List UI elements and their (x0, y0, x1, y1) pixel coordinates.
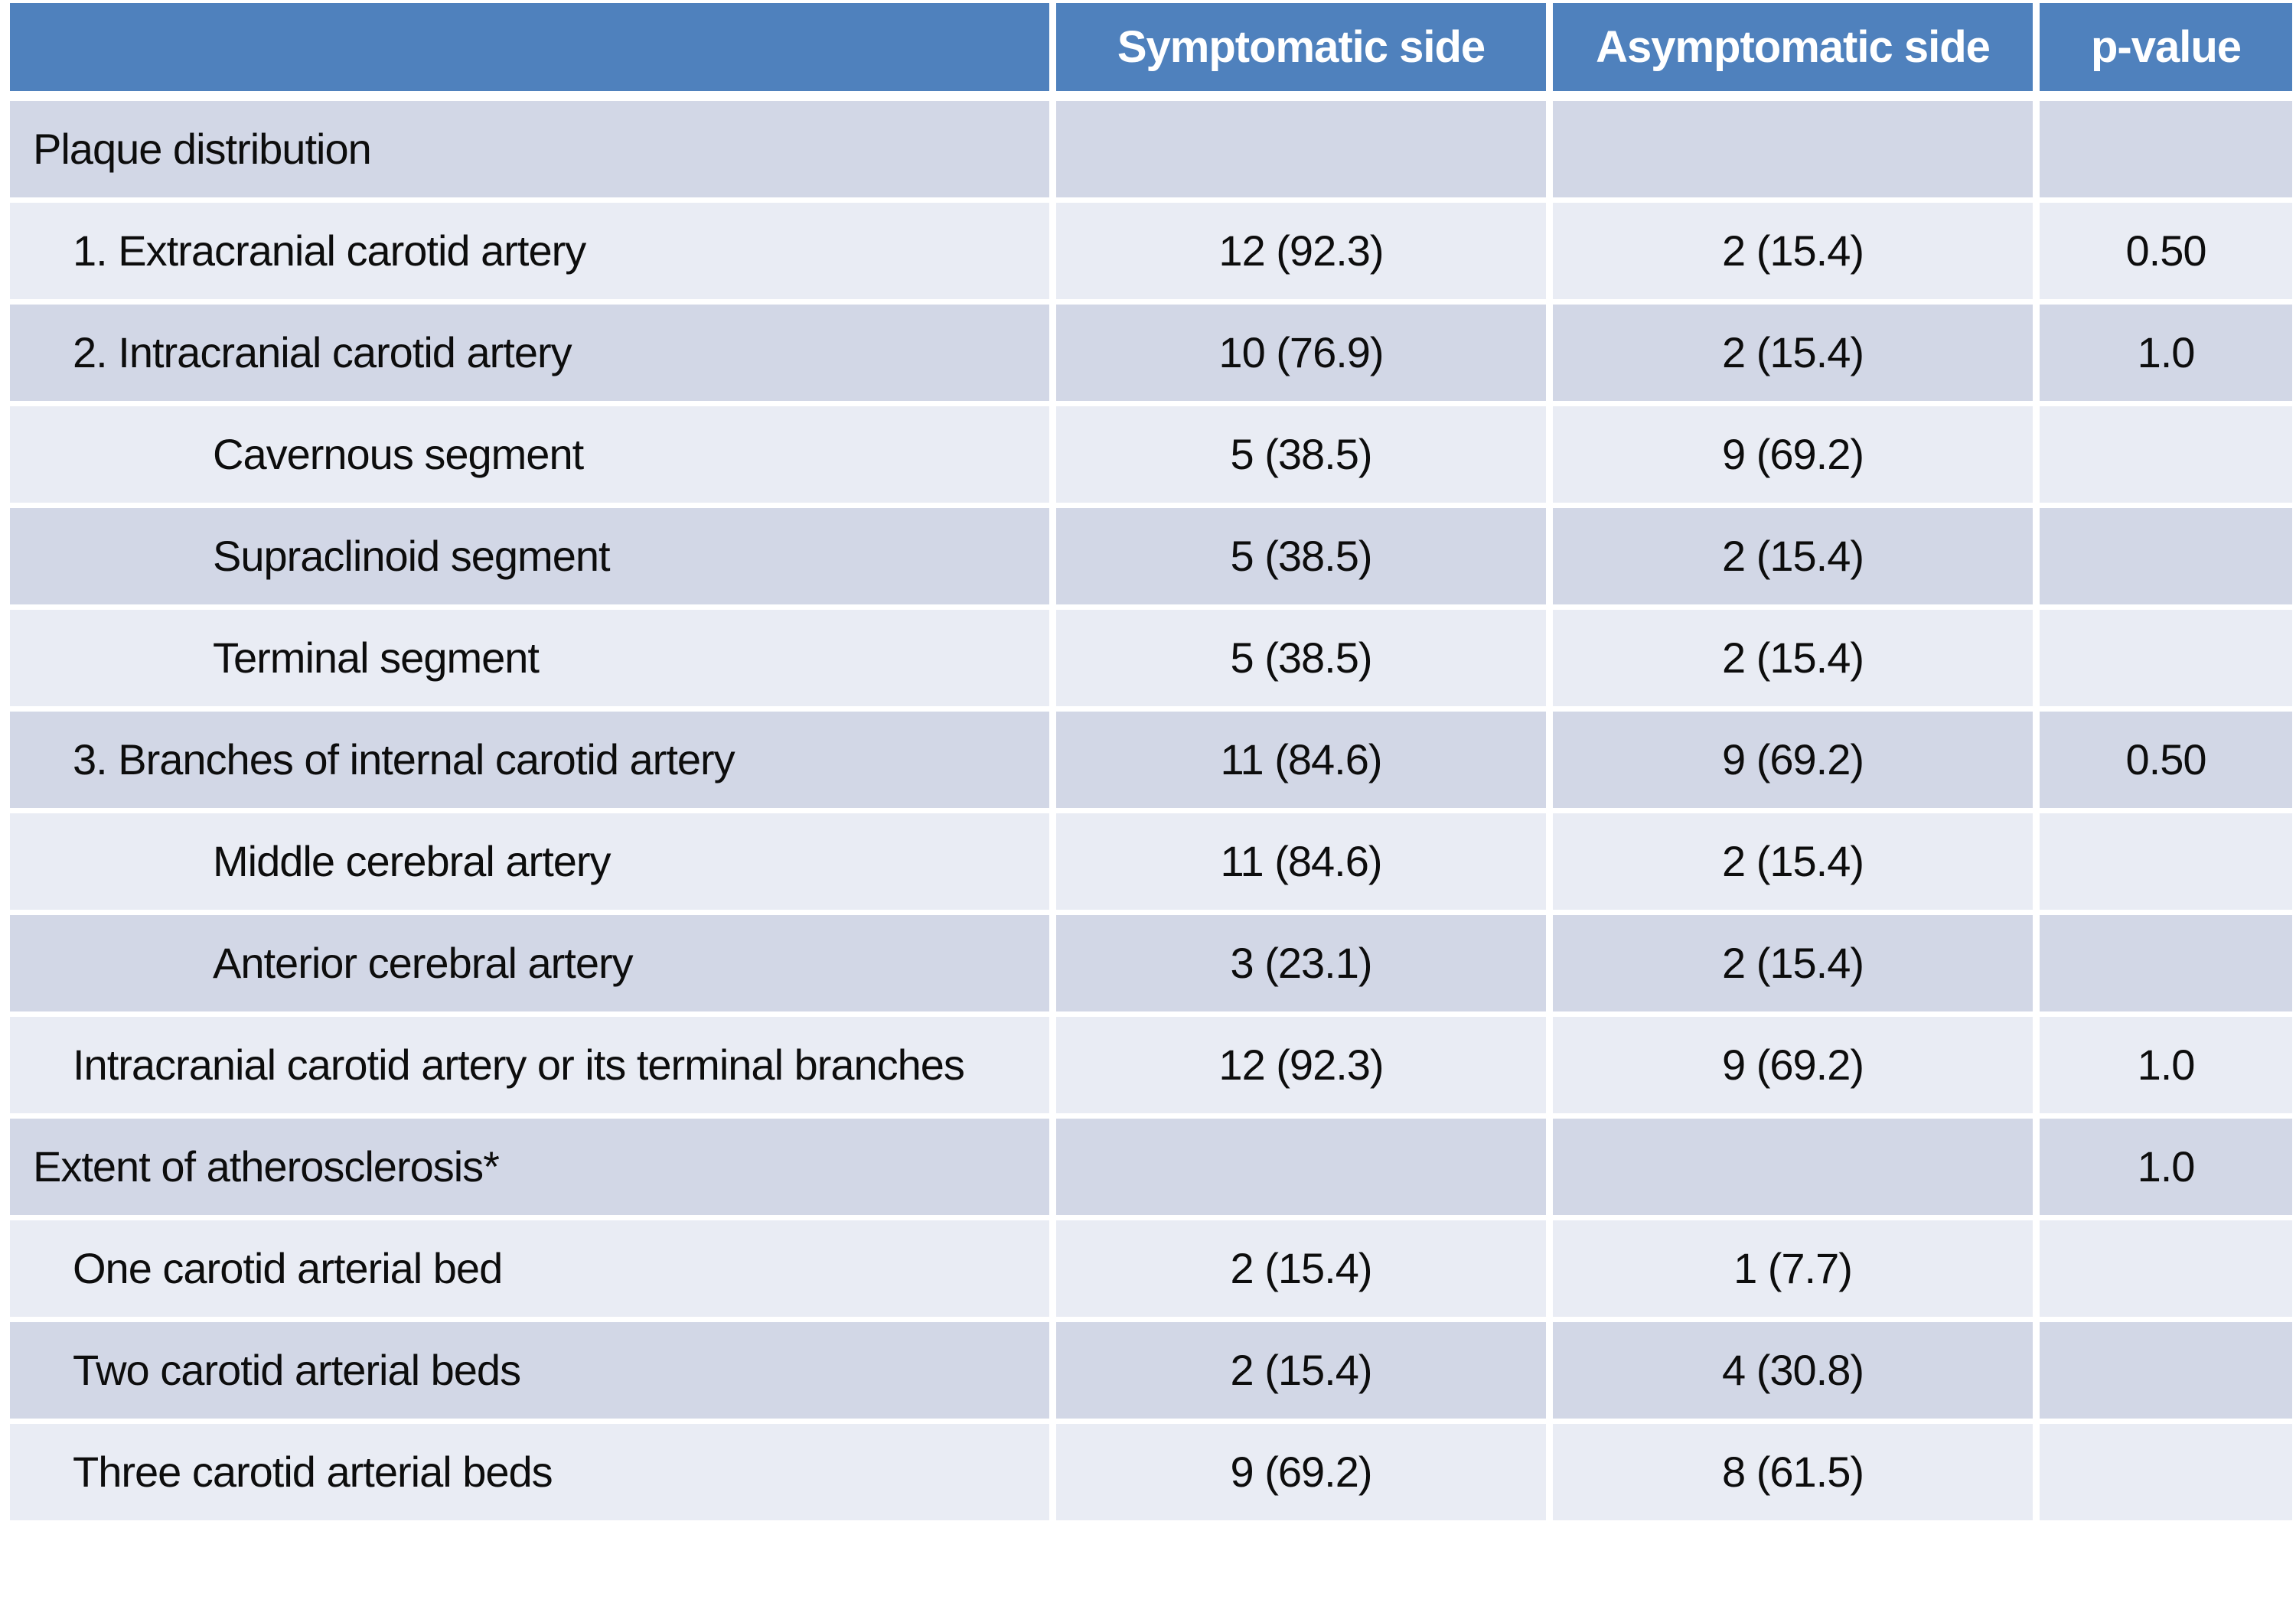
table-row: Two carotid arterial beds 2 (15.4) 4 (30.8… (10, 1322, 2292, 1419)
symptomatic-value-cell: 12 (92.3) (1056, 203, 1546, 299)
p-value-cell (2040, 508, 2292, 604)
table-row: Plaque distribution (10, 101, 2292, 197)
table-row: Intracranial carotid artery or its termi… (10, 1017, 2292, 1113)
asymptomatic-value-cell: 9 (69.2) (1553, 406, 2033, 503)
symptomatic-value-cell: 5 (38.5) (1056, 406, 1546, 503)
asymptomatic-value-cell: 9 (69.2) (1553, 712, 2033, 808)
symptomatic-value-cell: 11 (84.6) (1056, 712, 1546, 808)
symptomatic-value-cell: 5 (38.5) (1056, 610, 1546, 706)
p-value-cell (2040, 610, 2292, 706)
symptomatic-value-cell: 10 (76.9) (1056, 305, 1546, 401)
asymptomatic-value-cell: 2 (15.4) (1553, 305, 2033, 401)
symptomatic-value-cell: 12 (92.3) (1056, 1017, 1546, 1113)
asymptomatic-value-cell: 9 (69.2) (1553, 1017, 2033, 1113)
p-value-cell: 1.0 (2040, 305, 2292, 401)
row-label-cell: Supraclinoid segment (10, 508, 1049, 604)
p-value-cell (2040, 1322, 2292, 1419)
p-value-cell (2040, 915, 2292, 1011)
asymptomatic-value-cell (1553, 1119, 2033, 1215)
row-label-cell: Three carotid arterial beds (10, 1424, 1049, 1520)
p-value-cell: 0.50 (2040, 203, 2292, 299)
asymptomatic-value-cell: 4 (30.8) (1553, 1322, 2033, 1419)
asymptomatic-value-cell (1553, 101, 2033, 197)
row-label-cell: Terminal segment (10, 610, 1049, 706)
table-row: 3. Branches of internal carotid artery 11… (10, 712, 2292, 808)
p-value-cell: 0.50 (2040, 712, 2292, 808)
table-row: 1. Extracranial carotid artery 12 (92.3) 2… (10, 203, 2292, 299)
p-value-cell (2040, 813, 2292, 910)
column-header-symptomatic: Symptomatic side (1056, 3, 1546, 96)
row-label-cell: 3. Branches of internal carotid artery (10, 712, 1049, 808)
row-label-cell: Two carotid arterial beds (10, 1322, 1049, 1419)
table-row: 2. Intracranial carotid artery 10 (76.9) 2… (10, 305, 2292, 401)
table-row: Extent of atherosclerosis* 1.0 (10, 1119, 2292, 1215)
table-row: Middle cerebral artery 11 (84.6) 2 (15.4) (10, 813, 2292, 910)
symptomatic-value-cell: 2 (15.4) (1056, 1220, 1546, 1317)
row-label-cell: Cavernous segment (10, 406, 1049, 503)
asymptomatic-value-cell: 8 (61.5) (1553, 1424, 2033, 1520)
table-row: Three carotid arterial beds 9 (69.2) 8 (61… (10, 1424, 2292, 1520)
symptomatic-value-cell (1056, 1119, 1546, 1215)
asymptomatic-value-cell: 1 (7.7) (1553, 1220, 2033, 1317)
asymptomatic-value-cell: 2 (15.4) (1553, 915, 2033, 1011)
table-row: Supraclinoid segment 5 (38.5) 2 (15.4) (10, 508, 2292, 604)
symptomatic-value-cell: 5 (38.5) (1056, 508, 1546, 604)
asymptomatic-value-cell: 2 (15.4) (1553, 813, 2033, 910)
row-label-cell: 1. Extracranial carotid artery (10, 203, 1049, 299)
p-value-cell (2040, 406, 2292, 503)
table-row: Terminal segment 5 (38.5) 2 (15.4) (10, 610, 2292, 706)
row-label-cell: Anterior cerebral artery (10, 915, 1049, 1011)
column-header-pvalue: p-value (2040, 3, 2292, 96)
p-value-cell: 1.0 (2040, 1017, 2292, 1113)
clinical-table: Symptomatic side Asymptomatic side p-val… (3, 0, 2296, 1526)
row-label-cell: Extent of atherosclerosis* (10, 1119, 1049, 1215)
p-value-cell: 1.0 (2040, 1119, 2292, 1215)
table-row: Anterior cerebral artery 3 (23.1) 2 (15.4) (10, 915, 2292, 1011)
column-header-asymptomatic: Asymptomatic side (1553, 3, 2033, 96)
symptomatic-value-cell: 3 (23.1) (1056, 915, 1546, 1011)
row-label-cell: One carotid arterial bed (10, 1220, 1049, 1317)
symptomatic-value-cell: 11 (84.6) (1056, 813, 1546, 910)
row-label-cell: Intracranial carotid artery or its termi… (10, 1017, 1049, 1113)
asymptomatic-value-cell: 2 (15.4) (1553, 508, 2033, 604)
row-label-cell: 2. Intracranial carotid artery (10, 305, 1049, 401)
symptomatic-value-cell: 9 (69.2) (1056, 1424, 1546, 1520)
p-value-cell (2040, 1424, 2292, 1520)
row-label-cell: Middle cerebral artery (10, 813, 1049, 910)
p-value-cell (2040, 1220, 2292, 1317)
asymptomatic-value-cell: 2 (15.4) (1553, 610, 2033, 706)
table-header-row: Symptomatic side Asymptomatic side p-val… (10, 3, 2292, 96)
table-row: Cavernous segment 5 (38.5) 9 (69.2) (10, 406, 2292, 503)
symptomatic-value-cell: 2 (15.4) (1056, 1322, 1546, 1419)
row-label-cell: Plaque distribution (10, 101, 1049, 197)
table-row: One carotid arterial bed 2 (15.4) 1 (7.7) (10, 1220, 2292, 1317)
column-header-label (10, 3, 1049, 96)
p-value-cell (2040, 101, 2292, 197)
symptomatic-value-cell (1056, 101, 1546, 197)
asymptomatic-value-cell: 2 (15.4) (1553, 203, 2033, 299)
